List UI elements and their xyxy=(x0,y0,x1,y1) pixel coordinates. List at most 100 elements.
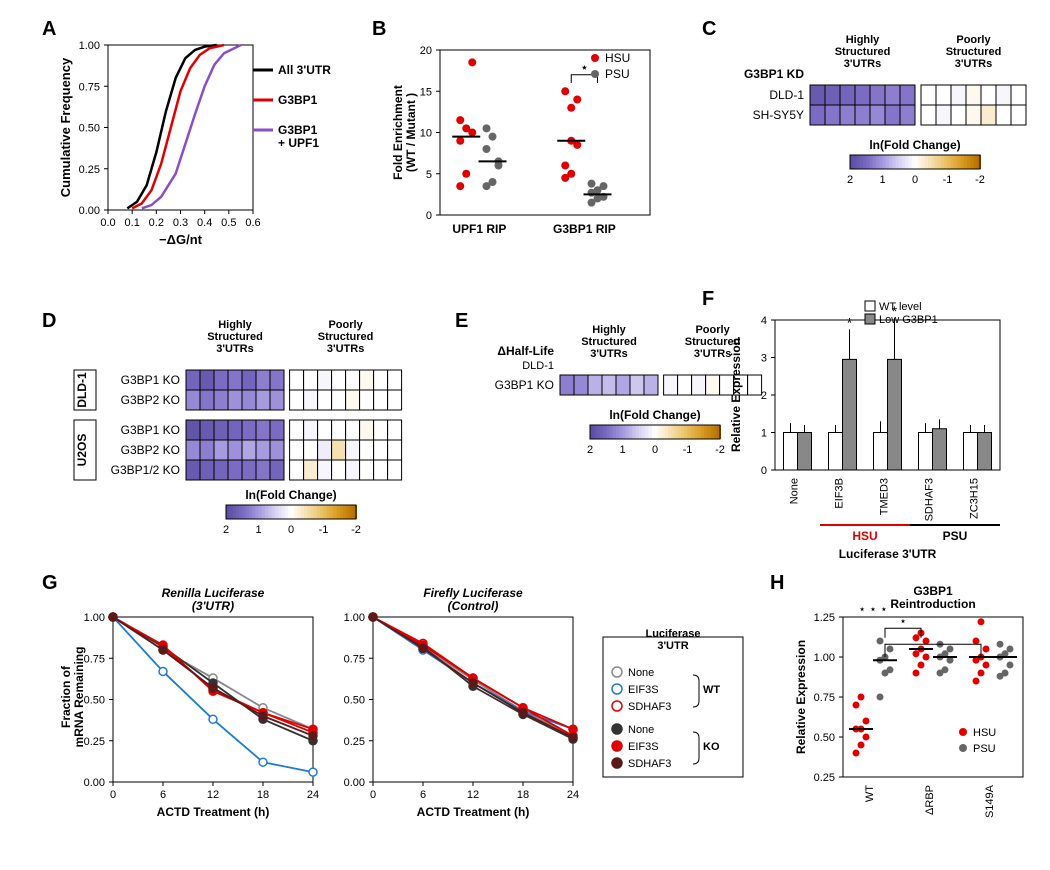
svg-text:PSU: PSU xyxy=(973,743,996,755)
svg-text:0: 0 xyxy=(370,789,376,801)
svg-text:1.00: 1.00 xyxy=(84,612,105,624)
svg-text:Firefly Luciferase(Control): Firefly Luciferase(Control) xyxy=(423,586,523,613)
svg-text:1: 1 xyxy=(255,524,261,536)
svg-text:0.25: 0.25 xyxy=(814,772,835,784)
svg-text:ACTD Treatment (h): ACTD Treatment (h) xyxy=(417,805,530,819)
svg-text:0.75: 0.75 xyxy=(814,692,835,704)
panel-d-heatmap: HighlyStructured3'UTRsPoorlyStructured3'… xyxy=(58,320,458,570)
svg-text:12: 12 xyxy=(207,789,219,801)
svg-text:UPF1 RIP: UPF1 RIP xyxy=(452,222,506,236)
svg-text:HSU: HSU xyxy=(852,529,877,543)
svg-text:HSU: HSU xyxy=(605,51,630,65)
svg-text:1.00: 1.00 xyxy=(79,40,100,52)
svg-text:All 3'UTR: All 3'UTR xyxy=(278,63,331,77)
svg-text:4: 4 xyxy=(761,315,767,327)
panel-g-decay: 061218240.000.250.500.751.00Renilla Luci… xyxy=(58,582,778,862)
svg-text:SDHAF3: SDHAF3 xyxy=(628,758,671,770)
svg-text:0.50: 0.50 xyxy=(344,695,365,707)
svg-text:TMED3: TMED3 xyxy=(879,478,891,515)
svg-text:-2: -2 xyxy=(351,524,361,536)
svg-text:-1: -1 xyxy=(319,524,329,536)
svg-text:DLD-1: DLD-1 xyxy=(522,360,554,372)
svg-text:Fold Enrichment(WT / Mutant ): Fold Enrichment(WT / Mutant ) xyxy=(391,85,418,180)
svg-text:0: 0 xyxy=(761,465,767,477)
svg-text:10: 10 xyxy=(420,128,432,140)
svg-text:0.50: 0.50 xyxy=(79,123,100,135)
svg-text:Luciferase 3'UTR: Luciferase 3'UTR xyxy=(839,547,937,561)
svg-text:⋆: ⋆ xyxy=(580,59,589,75)
svg-text:0.75: 0.75 xyxy=(79,81,100,93)
svg-text:G3BP1 KD: G3BP1 KD xyxy=(744,67,804,81)
svg-text:1.00: 1.00 xyxy=(814,652,835,664)
figure-root: ABCDEFGH0.00.10.20.30.40.50.60.000.250.5… xyxy=(0,0,1050,870)
svg-text:ln(Fold Change): ln(Fold Change) xyxy=(609,408,700,422)
svg-text:Relative Expression: Relative Expression xyxy=(794,640,808,754)
svg-text:15: 15 xyxy=(420,86,432,98)
panel-c-heatmap: DLD-1 SH-SY5Y G3BP1 KD HighlyStructured3'UT… xyxy=(720,30,1050,240)
svg-text:0: 0 xyxy=(652,444,658,456)
svg-text:PSU: PSU xyxy=(943,529,968,543)
svg-text:2: 2 xyxy=(761,390,767,402)
svg-text:G3BP1 KO: G3BP1 KO xyxy=(121,423,180,437)
svg-text:G3BP2 KO: G3BP2 KO xyxy=(121,443,180,457)
svg-text:HighlyStructured3'UTRs: HighlyStructured3'UTRs xyxy=(835,34,891,70)
svg-text:0.4: 0.4 xyxy=(197,217,212,229)
svg-text:HighlyStructured3'UTRs: HighlyStructured3'UTRs xyxy=(581,324,637,360)
svg-text:ΔHalf-Life: ΔHalf-Life xyxy=(497,344,554,358)
svg-text:-1: -1 xyxy=(683,444,693,456)
svg-text:Luciferase3'UTR: Luciferase3'UTR xyxy=(645,628,700,652)
svg-text:SH-SY5Y: SH-SY5Y xyxy=(753,108,804,122)
svg-text:DLD-1: DLD-1 xyxy=(75,372,89,408)
svg-text:0.5: 0.5 xyxy=(221,217,236,229)
svg-text:0.25: 0.25 xyxy=(84,736,105,748)
svg-text:0.2: 0.2 xyxy=(149,217,164,229)
svg-text:ACTD Treatment (h): ACTD Treatment (h) xyxy=(157,805,270,819)
svg-text:⋆: ⋆ xyxy=(899,614,907,628)
svg-text:0.3: 0.3 xyxy=(173,217,188,229)
svg-text:Relative Expression: Relative Expression xyxy=(729,338,743,452)
svg-text:EIF3S: EIF3S xyxy=(628,741,659,753)
svg-text:0.50: 0.50 xyxy=(84,695,105,707)
svg-text:None: None xyxy=(628,667,654,679)
svg-text:0.50: 0.50 xyxy=(814,732,835,744)
svg-text:KO: KO xyxy=(703,741,720,753)
svg-text:18: 18 xyxy=(257,789,269,801)
svg-text:ln(Fold Change): ln(Fold Change) xyxy=(869,138,960,152)
svg-text:DLD-1: DLD-1 xyxy=(769,88,804,102)
svg-text:24: 24 xyxy=(567,789,579,801)
svg-text:1.25: 1.25 xyxy=(814,612,835,624)
svg-text:ΔRBP: ΔRBP xyxy=(924,785,936,815)
svg-text:PoorlyStructured3'UTRs: PoorlyStructured3'UTRs xyxy=(946,34,1002,70)
svg-text:G3BP1Reintroduction: G3BP1Reintroduction xyxy=(890,584,975,611)
svg-text:⋆ ⋆ ⋆: ⋆ ⋆ ⋆ xyxy=(858,602,887,616)
svg-text:0.00: 0.00 xyxy=(79,205,100,217)
svg-text:-1: -1 xyxy=(943,174,953,186)
panel-h-strip: 0.25 0.50 0.75 1.00 1.25 Relative Expression G… xyxy=(788,582,1048,862)
svg-text:Fraction ofmRNA Remaining: Fraction ofmRNA Remaining xyxy=(59,647,86,748)
svg-text:0.00: 0.00 xyxy=(344,777,365,789)
svg-text:None: None xyxy=(628,724,654,736)
svg-text:G3BP1+ UPF1: G3BP1+ UPF1 xyxy=(278,123,319,150)
svg-text:Low G3BP1: Low G3BP1 xyxy=(879,314,938,326)
svg-text:HSU: HSU xyxy=(973,727,996,739)
panel-b-strip: 05101520Fold Enrichment(WT / Mutant )UPF… xyxy=(385,30,685,270)
svg-text:2: 2 xyxy=(587,444,593,456)
svg-text:None: None xyxy=(789,478,801,504)
svg-text:24: 24 xyxy=(307,789,319,801)
svg-text:ZC3H15: ZC3H15 xyxy=(969,478,981,519)
panel-f-bars: 01234Relative ExpressionNone*EIF3B*TMED3… xyxy=(720,295,1040,575)
panel-label-D: D xyxy=(42,310,56,333)
svg-text:3: 3 xyxy=(761,353,767,365)
svg-text:G3BP1 KO: G3BP1 KO xyxy=(121,373,180,387)
svg-text:G3BP1: G3BP1 xyxy=(278,93,318,107)
svg-text:0.75: 0.75 xyxy=(84,653,105,665)
svg-text:-2: -2 xyxy=(975,174,985,186)
panel-label-C: C xyxy=(702,18,716,41)
svg-text:Cumulative Frequency: Cumulative Frequency xyxy=(58,57,73,197)
panel-a-cdf: 0.00.10.20.30.40.50.60.000.250.500.751.0… xyxy=(58,30,358,260)
svg-text:PSU: PSU xyxy=(605,67,630,81)
svg-text:−ΔG/nt: −ΔG/nt xyxy=(159,232,203,247)
svg-text:0: 0 xyxy=(288,524,294,536)
svg-text:PoorlyStructured3'UTRs: PoorlyStructured3'UTRs xyxy=(318,320,374,355)
svg-text:6: 6 xyxy=(160,789,166,801)
